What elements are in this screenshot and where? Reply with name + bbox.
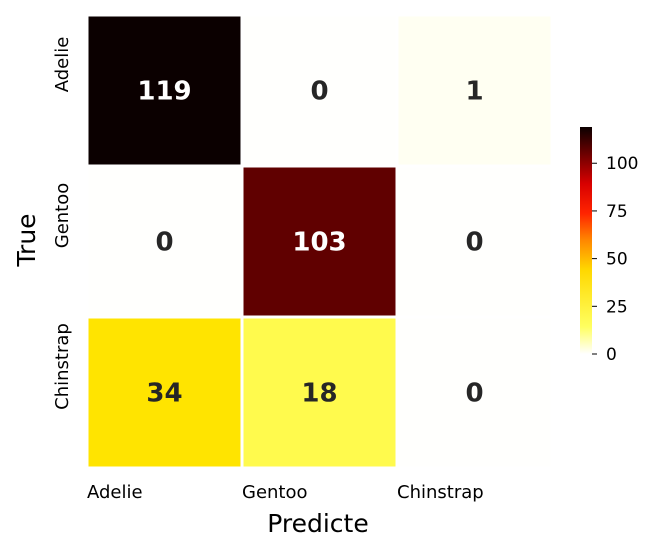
cell-value-label: 34 [146,379,182,409]
x-axis-title: Predicte [267,509,369,538]
cell-value-label: 1 [465,77,483,107]
heatmap-cell [398,16,551,165]
x-tick-label: Chinstrap [397,482,484,503]
y-tick-label: Adelie [52,37,73,93]
colorbar-tick-label: 0 [606,345,617,365]
cell-value-label: 0 [310,77,328,107]
colorbar-tick-label: 50 [606,250,628,270]
y-tick-label: Gentoo [52,183,73,249]
heatmap-cell [398,167,551,316]
cell-value-label: 0 [465,379,483,409]
x-tick-label: Adelie [87,482,143,503]
x-tick-label: Gentoo [242,482,308,503]
x-tick-labels: Adelie Gentoo Chinstrap [87,482,484,503]
colorbar [580,127,592,354]
colorbar-tick-label: 75 [606,202,628,222]
colorbar-ticks: 0 25 50 75 100 [592,154,638,365]
y-tick-labels: Adelie Gentoo Chinstrap [52,37,73,410]
cell-value-label: 0 [465,228,483,258]
colorbar-tick-label: 25 [606,297,628,317]
cell-value-label: 119 [137,77,191,107]
cell-value-label: 18 [301,379,337,409]
cell-annotations: 119 0 1 0 103 0 34 18 0 [137,77,483,409]
colorbar-tick-label: 100 [606,154,638,174]
heatmap-cell [243,167,396,316]
heatmap-cell [398,318,551,467]
y-tick-label: Chinstrap [52,323,73,410]
heatmap-cells [88,16,551,467]
heatmap-cell [243,318,396,467]
y-axis-title: True [12,213,41,267]
cell-value-label: 0 [155,228,173,258]
heatmap-cell [88,16,241,165]
heatmap-cell [88,318,241,467]
cell-value-label: 103 [292,228,346,258]
heatmap-cell [243,16,396,165]
heatmap-cell [88,167,241,316]
